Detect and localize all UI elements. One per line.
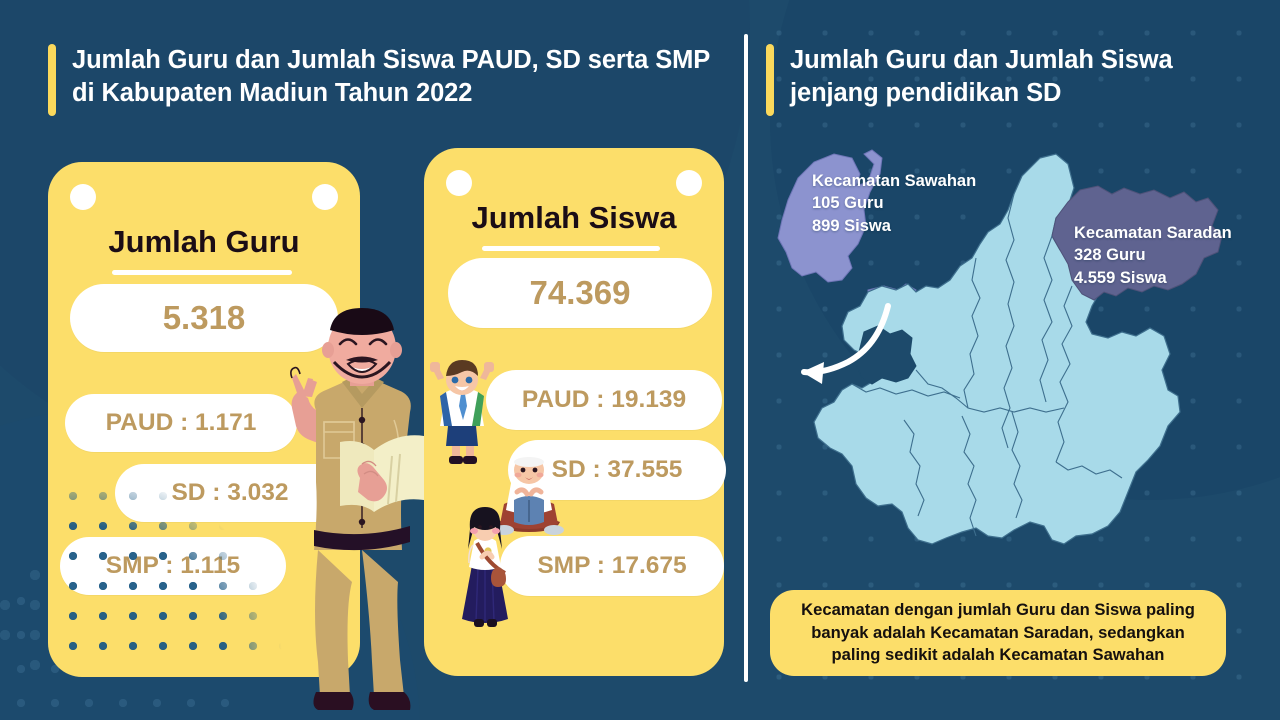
card-siswa-title: Jumlah Siswa xyxy=(471,200,677,235)
map-label-sawahan-name: Kecamatan Sawahan xyxy=(812,172,977,190)
right-panel-heading: Jumlah Guru dan Jumlah Siswa jenjang pen… xyxy=(766,44,1236,116)
card-punch-hole-left-icon xyxy=(70,184,96,210)
heading-accent-bar-right xyxy=(766,44,774,116)
map-region-sawahan-inset xyxy=(777,149,883,283)
teacher-illustration-icon xyxy=(290,308,424,710)
panel-divider xyxy=(744,34,748,682)
map-region-dark-patch xyxy=(855,325,917,385)
card-guru-smp-pill: SMP : 1.115 xyxy=(60,537,286,595)
map-label-sawahan-siswa: 899 Siswa xyxy=(812,216,891,235)
left-panel-heading: Jumlah Guru dan Jumlah Siswa PAUD, SD se… xyxy=(48,44,728,116)
student-paud-illustration-icon xyxy=(430,360,494,464)
heading-accent-bar-left xyxy=(48,44,56,116)
map-district-boundaries xyxy=(851,193,1123,537)
map-label-saradan-guru: 328 Guru xyxy=(1074,246,1146,265)
card-siswa-smp-pill: SMP : 17.675 xyxy=(500,536,724,596)
map-svg xyxy=(777,149,1223,545)
map-callout-arrowhead-icon xyxy=(802,362,824,384)
map-label-saradan-siswa: 4.559 Siswa xyxy=(1074,268,1167,287)
right-heading-text: Jumlah Guru dan Jumlah Siswa jenjang pen… xyxy=(790,46,1173,107)
map-region-saradan xyxy=(1051,185,1223,301)
student-smp-illustration-icon xyxy=(462,507,508,627)
summary-note-text: Kecamatan dengan jumlah Guru dan Siswa p… xyxy=(801,600,1195,665)
card-guru-total-pill: 5.318 xyxy=(70,284,338,352)
map-kabupaten-madiun: Kecamatan Sawahan 105 Guru 899 Siswa Kec… xyxy=(756,140,1276,580)
card-punch-hole-right-icon xyxy=(676,170,702,196)
card-guru-paud-pill: PAUD : 1.171 xyxy=(65,394,297,452)
card-siswa-paud-pill: PAUD : 19.139 xyxy=(486,370,722,430)
summary-note-box: Kecamatan dengan jumlah Guru dan Siswa p… xyxy=(770,590,1226,676)
map-region-kabupaten-body xyxy=(813,153,1181,545)
map-label-sawahan: Kecamatan Sawahan 105 Guru 899 Siswa xyxy=(812,170,1042,237)
card-punch-hole-right-icon xyxy=(312,184,338,210)
map-label-sawahan-guru: 105 Guru xyxy=(812,194,884,213)
card-punch-hole-left-icon xyxy=(446,170,472,196)
card-siswa-underline xyxy=(482,246,660,251)
card-guru-title: Jumlah Guru xyxy=(108,224,300,259)
student-sd-illustration-icon xyxy=(494,450,564,535)
card-guru-underline xyxy=(112,270,292,275)
map-label-saradan-name: Kecamatan Saradan xyxy=(1074,224,1232,242)
left-heading-text: Jumlah Guru dan Jumlah Siswa PAUD, SD se… xyxy=(72,46,710,107)
map-label-saradan: Kecamatan Saradan 328 Guru 4.559 Siswa xyxy=(1074,222,1274,289)
card-siswa-total-pill: 74.369 xyxy=(448,258,712,328)
